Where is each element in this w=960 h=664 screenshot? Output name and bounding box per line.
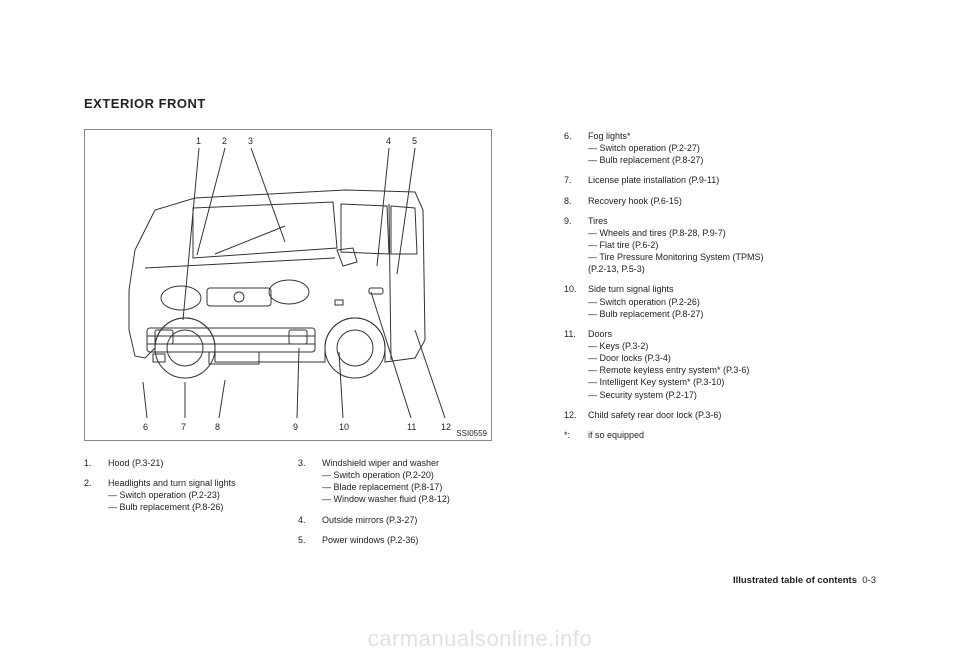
list-item: 2.Headlights and turn signal lights— Swi… [84, 477, 278, 513]
callout-number: 3 [248, 136, 253, 146]
definition-list-right: 6.Fog lights*— Switch operation (P.2-27)… [564, 130, 864, 421]
callout-number: 2 [222, 136, 227, 146]
callout-number: 12 [441, 422, 451, 432]
callout-number: 6 [143, 422, 148, 432]
definition-list-a: 1.Hood (P.3-21) 2.Headlights and turn sig… [84, 457, 278, 554]
footnote: *: if so equipped [564, 429, 864, 441]
callout-number: 10 [339, 422, 349, 432]
list-item: 10.Side turn signal lights— Switch opera… [564, 283, 864, 319]
list-item: 12.Child safety rear door lock (P.3-6) [564, 409, 864, 421]
figure-box: 12345 6789101112 [84, 129, 492, 441]
list-item: 11.Doors— Keys (P.3-2)— Door locks (P.3-… [564, 328, 864, 401]
list-item: 5.Power windows (P.2-36) [298, 534, 492, 546]
callout-number: 9 [293, 422, 298, 432]
list-item: 8.Recovery hook (P.6-15) [564, 195, 864, 207]
section-title: EXTERIOR FRONT [84, 96, 876, 111]
figure-code: SSI0559 [456, 429, 487, 438]
callout-number: 8 [215, 422, 220, 432]
callout-number: 11 [407, 422, 416, 432]
list-item: 3.Windshield wiper and washer— Switch op… [298, 457, 492, 506]
callout-number: 5 [412, 136, 417, 146]
list-item: 7.License plate installation (P.9-11) [564, 174, 864, 186]
watermark: carmanualsonline.info [368, 626, 593, 652]
callout-number: 7 [181, 422, 186, 432]
list-item: 9.Tires— Wheels and tires (P.8-28, P.9-7… [564, 215, 864, 276]
list-item: 1.Hood (P.3-21) [84, 457, 278, 469]
page-footer: Illustrated table of contents 0-3 [733, 575, 876, 586]
definition-list-b: 3.Windshield wiper and washer— Switch op… [298, 457, 492, 554]
callout-number: 1 [196, 136, 201, 146]
list-item: 4.Outside mirrors (P.3-27) [298, 514, 492, 526]
callout-number: 4 [386, 136, 391, 146]
list-item: 6.Fog lights*— Switch operation (P.2-27)… [564, 130, 864, 166]
vehicle-illustration [85, 130, 491, 440]
